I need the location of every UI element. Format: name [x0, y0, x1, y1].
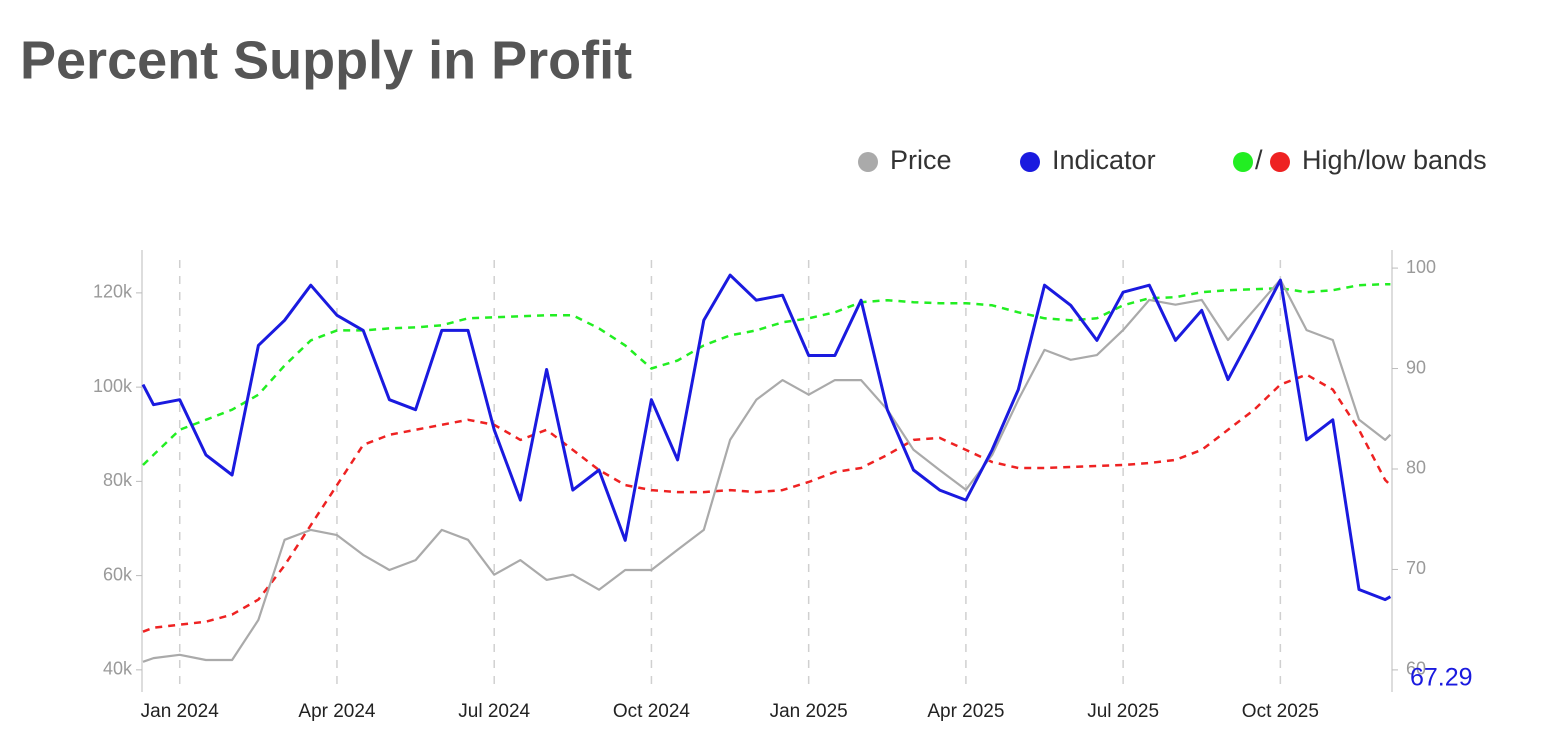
- legend-marker: [1270, 152, 1290, 172]
- y-tick-label: 60k: [103, 564, 133, 584]
- y2-tick-label: 60: [1406, 659, 1426, 679]
- y2-tick-label: 80: [1406, 458, 1426, 478]
- x-tick-label: Jan 2024: [141, 701, 220, 722]
- last-value-label: 67.29: [1410, 664, 1473, 692]
- y-tick-label: 100k: [93, 376, 133, 396]
- legend-marker: [1233, 152, 1253, 172]
- x-tick-label: Jan 2025: [770, 701, 848, 722]
- series-line: [142, 278, 1392, 663]
- y2-tick-label: 90: [1406, 357, 1426, 377]
- high-band: [142, 282, 1391, 466]
- y2-tick-label: 70: [1406, 558, 1426, 578]
- chart-title: Percent Supply in Profit: [20, 30, 632, 90]
- y-tick-label: 40k: [103, 659, 133, 679]
- x-tick-label: Jul 2025: [1087, 701, 1159, 722]
- legend-marker: [858, 152, 878, 172]
- y2-tick-label: 100: [1406, 257, 1436, 277]
- legend-separator: /: [1255, 145, 1263, 175]
- legend-marker: [1020, 152, 1040, 172]
- y-tick-label: 120k: [93, 282, 133, 302]
- legend-label: Price: [890, 145, 952, 175]
- legend-label: High/low bands: [1302, 145, 1487, 175]
- x-tick-label: Apr 2024: [298, 701, 376, 722]
- x-tick-label: Jul 2024: [458, 701, 530, 722]
- x-tick-label: Oct 2024: [613, 701, 691, 722]
- x-tick-label: Apr 2025: [927, 701, 1004, 722]
- x-tick-label: Oct 2025: [1242, 701, 1319, 722]
- y-tick-label: 80k: [103, 470, 133, 490]
- series-line: [141, 273, 1392, 602]
- legend-label: Indicator: [1052, 145, 1156, 175]
- low-band: [142, 373, 1392, 633]
